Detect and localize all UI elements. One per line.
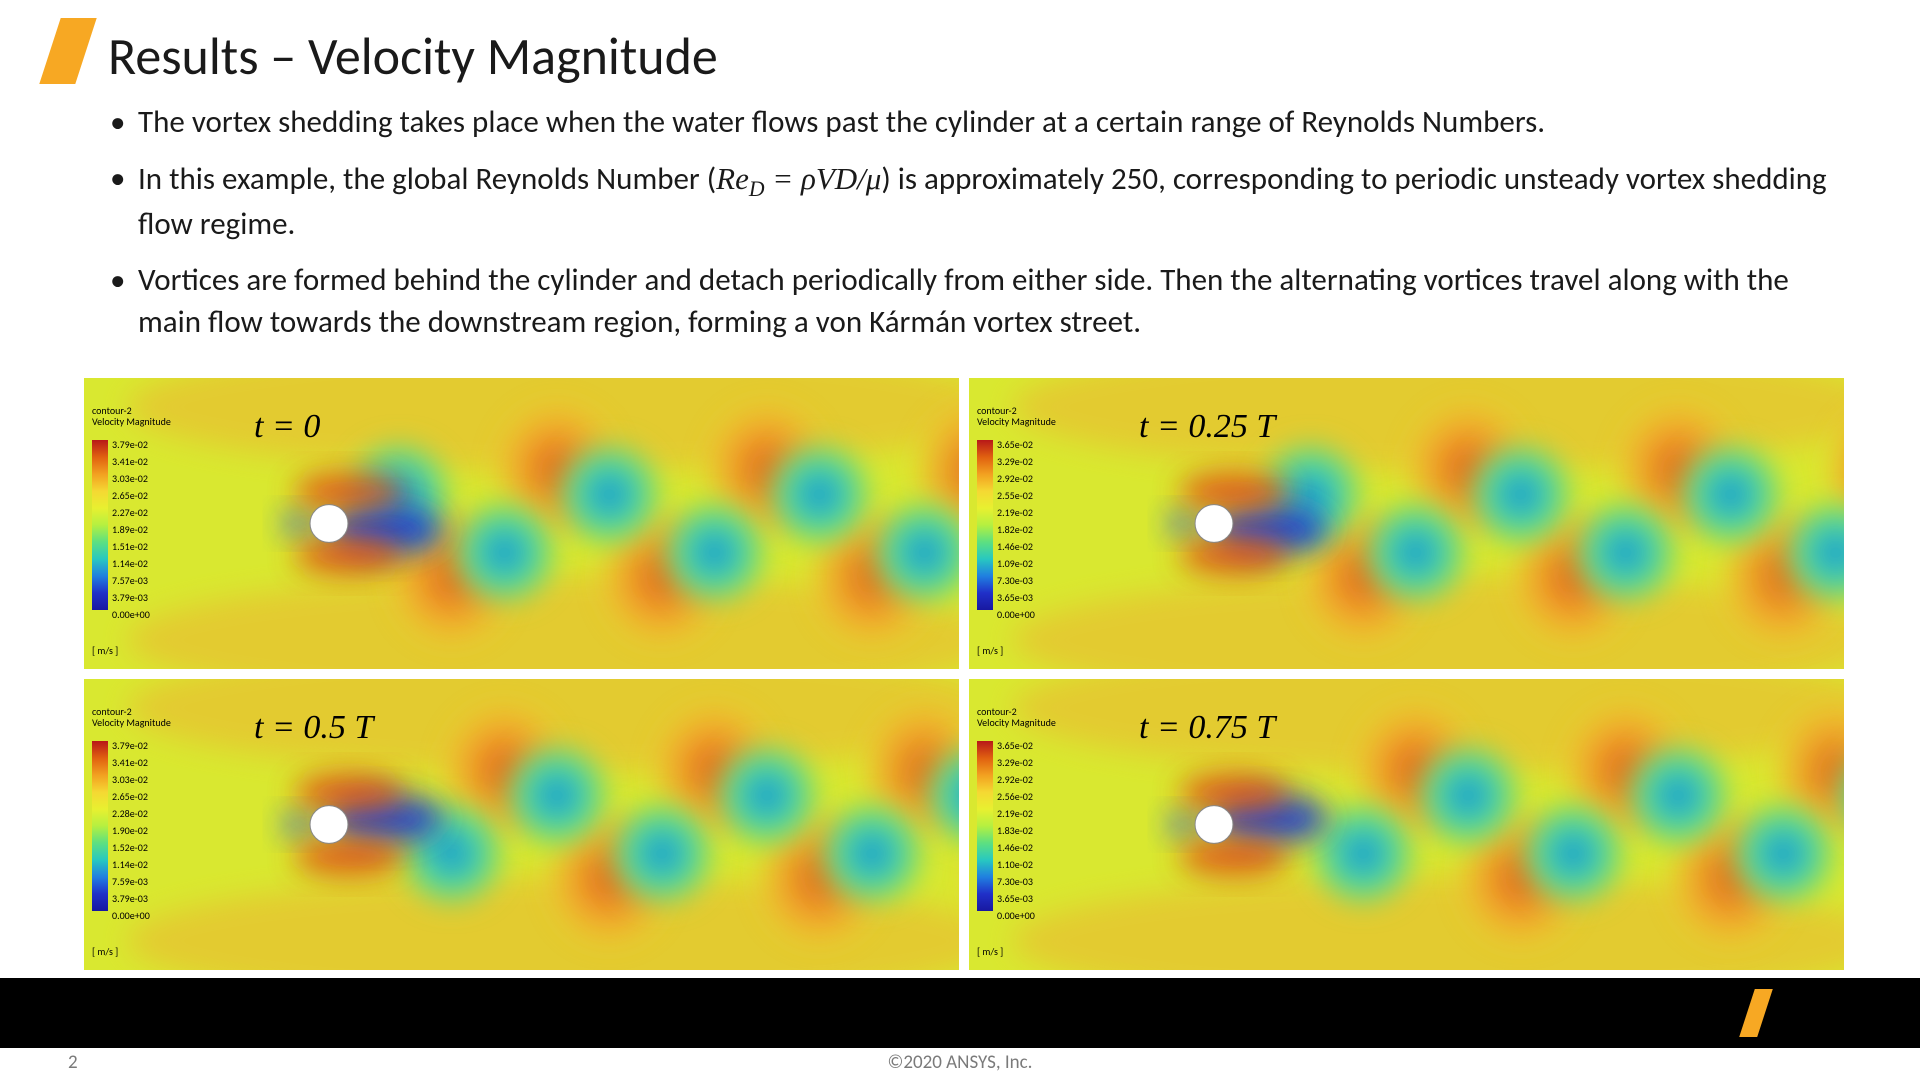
slide-title: Results – Velocity Magnitude [108, 24, 718, 88]
time-label: t = 0 [254, 408, 320, 446]
contour-panel: contour-2Velocity Magnitude t = 0 3.79e-02… [84, 378, 959, 669]
legend-title: contour-2Velocity Magnitude [92, 707, 171, 728]
legend-title: contour-2Velocity Magnitude [977, 406, 1056, 427]
contour-panel: contour-2Velocity Magnitude t = 0.75 T 3.6… [969, 679, 1844, 970]
contour-panel: contour-2Velocity Magnitude t = 0.25 T 3.6… [969, 378, 1844, 669]
slide: Results – Velocity Magnitude The vortex … [0, 0, 1920, 1080]
legend-colorbar [92, 440, 108, 610]
contour-grid: contour-2Velocity Magnitude t = 0 3.79e-02… [84, 378, 1844, 970]
bullet-list: The vortex shedding takes place when the… [110, 102, 1850, 358]
copyright: ©2020 ANSYS, Inc. [0, 1051, 1920, 1074]
legend-unit: [ m/s ] [92, 644, 118, 657]
bullet-item: In this example, the global Reynolds Num… [110, 158, 1850, 246]
legend-title: contour-2Velocity Magnitude [92, 406, 171, 427]
legend-colorbar [977, 440, 993, 610]
legend-colorbar [977, 741, 993, 911]
color-legend: 3.65e-023.29e-022.92e-022.56e-022.19e-02… [977, 741, 1097, 928]
color-legend: 3.79e-023.41e-023.03e-022.65e-022.28e-02… [92, 741, 212, 928]
contour-panel: contour-2Velocity Magnitude t = 0.5 T 3.79… [84, 679, 959, 970]
bullet-item: Vortices are formed behind the cylinder … [110, 260, 1850, 344]
legend-ticks: 3.65e-023.29e-022.92e-022.56e-022.19e-02… [997, 741, 1097, 928]
time-label: t = 0.5 T [254, 709, 373, 747]
legend-tick: 0.00e+00 [997, 911, 1097, 928]
legend-title: contour-2Velocity Magnitude [977, 707, 1056, 728]
time-label: t = 0.75 T [1139, 709, 1275, 747]
footer-bar [0, 978, 1920, 1048]
legend-unit: [ m/s ] [92, 945, 118, 958]
color-legend: 3.79e-023.41e-023.03e-022.65e-022.27e-02… [92, 440, 212, 627]
color-legend: 3.65e-023.29e-022.92e-022.55e-022.19e-02… [977, 440, 1097, 627]
bullet-text: In this example, the global Reynolds Num… [138, 160, 1827, 243]
ansys-logo: Ansys [1747, 978, 1882, 1048]
legend-ticks: 3.79e-023.41e-023.03e-022.65e-022.27e-02… [112, 440, 212, 627]
bullet-item: The vortex shedding takes place when the… [110, 102, 1850, 144]
legend-unit: [ m/s ] [977, 644, 1003, 657]
legend-ticks: 3.65e-023.29e-022.92e-022.55e-022.19e-02… [997, 440, 1097, 627]
page-number: 2 [68, 1051, 78, 1074]
legend-tick: 0.00e+00 [997, 610, 1097, 627]
legend-unit: [ m/s ] [977, 945, 1003, 958]
legend-tick: 0.00e+00 [112, 911, 212, 928]
logo-text: Ansys [1763, 981, 1882, 1045]
legend-colorbar [92, 741, 108, 911]
legend-ticks: 3.79e-023.41e-023.03e-022.65e-022.28e-02… [112, 741, 212, 928]
time-label: t = 0.25 T [1139, 408, 1275, 446]
legend-tick: 0.00e+00 [112, 610, 212, 627]
title-accent [39, 18, 96, 84]
